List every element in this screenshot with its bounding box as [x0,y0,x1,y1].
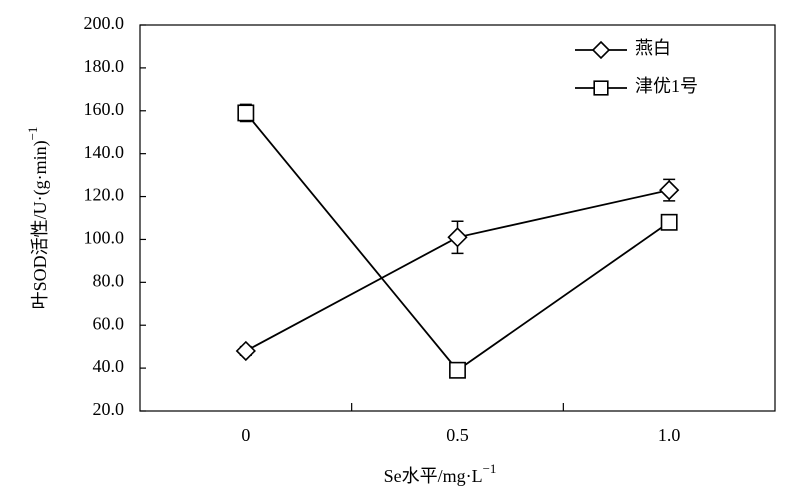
x-axis-title-sup: −1 [483,461,497,476]
x-tick-label: 0.5 [446,425,469,445]
y-tick-label: 40.0 [93,356,125,376]
marker [660,213,678,231]
x-axis-title-text: Se水平/mg·L [384,466,483,486]
marker [235,340,256,362]
y-axis-title-text: 叶SOD活性/U·(g·min) [30,140,51,309]
y-axis-title: 叶SOD活性/U·(g·min)−1 [25,127,51,310]
y-tick-label: 120.0 [84,185,125,205]
legend-label: 津优1号 [635,76,698,96]
legend-marker [593,80,609,96]
marker [237,104,255,122]
y-tick-label: 60.0 [93,313,125,333]
y-tick-label: 180.0 [84,56,125,76]
plot-frame [139,24,776,412]
y-axis-title-sup: −1 [25,127,40,141]
y-tick-label: 200.0 [84,13,125,33]
y-tick-label: 20.0 [93,399,125,419]
y-tick-label: 80.0 [93,270,125,290]
y-tick-label: 140.0 [84,142,125,162]
x-tick-label: 0 [241,425,250,445]
marker [659,179,680,201]
legend-marker [591,40,611,60]
x-axis-title: Se水平/mg·L−1 [384,461,497,486]
x-tick-label: 1.0 [658,425,681,445]
series-line [245,189,670,352]
marker [447,227,468,248]
marker [449,361,466,379]
y-tick-label: 160.0 [84,99,125,119]
legend-label: 燕白 [635,38,671,58]
y-tick-label: 100.0 [84,228,125,248]
